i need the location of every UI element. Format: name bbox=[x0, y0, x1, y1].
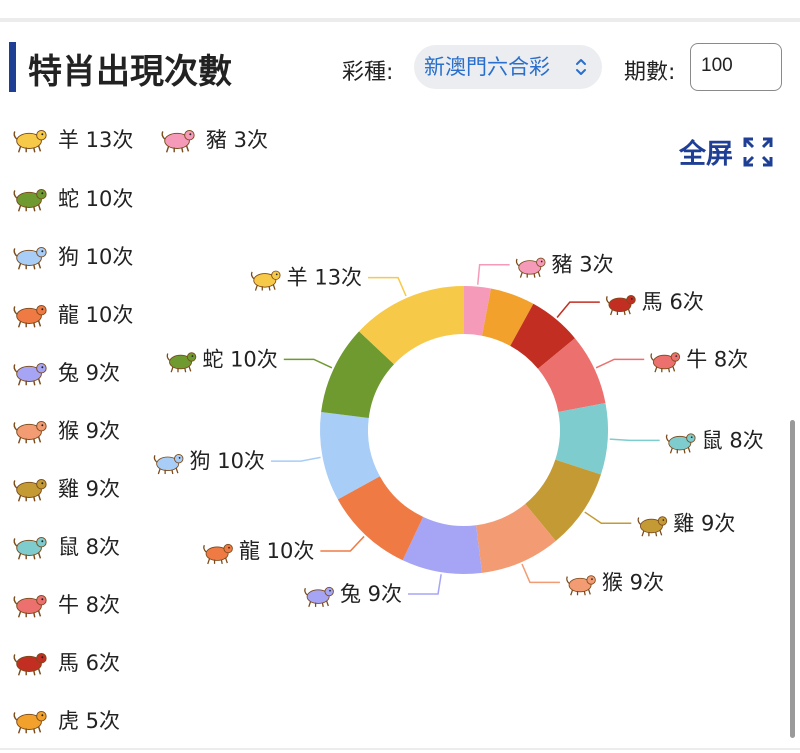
legend-item: 猴 9次 bbox=[10, 413, 120, 447]
donut-slice bbox=[476, 503, 556, 573]
legend-label: 鼠 8次 bbox=[58, 535, 121, 559]
zodiac-animal-icon bbox=[10, 471, 50, 505]
zodiac-animal-icon bbox=[203, 543, 233, 565]
label-leader-line bbox=[609, 438, 660, 442]
slice-label: 馬 6次 bbox=[642, 290, 704, 314]
legend-item: 兔 9次 bbox=[10, 355, 120, 389]
zodiac-animal-icon bbox=[158, 122, 198, 156]
legend-label: 雞 9次 bbox=[58, 477, 121, 501]
label-leader-line bbox=[368, 276, 407, 297]
slice-label: 兔 9次 bbox=[340, 582, 402, 606]
period-count-input[interactable]: 100 bbox=[690, 43, 782, 91]
legend-label: 蛇 10次 bbox=[58, 187, 134, 211]
label-leader-line bbox=[320, 535, 365, 552]
legend-item: 龍 10次 bbox=[10, 297, 133, 331]
zodiac-animal-icon bbox=[166, 352, 197, 373]
select-arrows-icon bbox=[576, 59, 586, 75]
label-leader-line bbox=[595, 358, 645, 369]
slice-label: 蛇 10次 bbox=[202, 347, 277, 371]
legend-label: 龍 10次 bbox=[58, 303, 134, 327]
zodiac-animal-icon bbox=[10, 645, 50, 679]
fullscreen-icon bbox=[743, 137, 773, 166]
legend-label: 羊 13次 bbox=[58, 128, 134, 152]
legend-label: 兔 9次 bbox=[58, 361, 121, 385]
legend-label: 馬 6次 bbox=[58, 651, 121, 675]
label-leader-line bbox=[521, 563, 560, 584]
zodiac-animal-icon bbox=[665, 433, 696, 454]
label-leader-line bbox=[270, 456, 321, 462]
scrollbar[interactable] bbox=[790, 420, 795, 738]
legend-item: 馬 6次 bbox=[10, 645, 120, 679]
slice-label: 牛 8次 bbox=[686, 347, 748, 371]
slice-label: 龍 10次 bbox=[239, 539, 314, 563]
donut-slice bbox=[402, 516, 483, 574]
period-count-label: 期數: bbox=[624, 60, 676, 85]
zodiac-animal-icon bbox=[10, 355, 50, 389]
zodiac-animal-icon bbox=[250, 270, 281, 291]
fullscreen-button[interactable]: 全屏 bbox=[679, 132, 773, 171]
donut-slice bbox=[337, 476, 424, 561]
lottery-type-select[interactable]: 新澳門六合彩 bbox=[414, 45, 602, 89]
legend-item: 鼠 8次 bbox=[10, 529, 120, 563]
label-leader-line bbox=[408, 574, 442, 595]
donut-slice bbox=[464, 286, 491, 336]
donut-slice bbox=[555, 403, 608, 475]
legend-item: 豬 3次 bbox=[158, 122, 268, 156]
legend-label: 虎 5次 bbox=[58, 709, 121, 733]
slice-label: 豬 3次 bbox=[552, 253, 614, 277]
label-leader-line bbox=[283, 358, 333, 369]
donut-slice bbox=[359, 286, 464, 365]
page-title: 特肖出現次數 bbox=[28, 52, 232, 92]
zodiac-animal-icon bbox=[650, 352, 681, 373]
zodiac-animal-icon bbox=[304, 586, 334, 608]
zodiac-animal-icon bbox=[10, 703, 50, 737]
legend-label: 猴 9次 bbox=[58, 419, 121, 443]
header: 特肖出現次數 彩種: 新澳門六合彩 期數: 100 bbox=[0, 38, 800, 96]
donut-slice bbox=[321, 331, 395, 418]
zodiac-animal-icon bbox=[10, 181, 50, 215]
slice-label: 狗 10次 bbox=[190, 449, 265, 473]
zodiac-animal-icon bbox=[10, 413, 50, 447]
slice-label: 雞 9次 bbox=[673, 511, 735, 535]
zodiac-animal-icon bbox=[515, 257, 546, 278]
legend-label: 狗 10次 bbox=[58, 245, 134, 269]
donut-slice bbox=[481, 288, 534, 346]
label-leader-line bbox=[556, 301, 600, 318]
donut-slice bbox=[320, 411, 380, 500]
legend-label: 豬 3次 bbox=[206, 128, 269, 152]
zodiac-animal-icon bbox=[10, 122, 50, 156]
legend-item: 蛇 10次 bbox=[10, 181, 133, 215]
lottery-type-label: 彩種: bbox=[342, 60, 394, 85]
bottom-divider bbox=[0, 748, 800, 750]
legend-item: 牛 8次 bbox=[10, 587, 120, 621]
label-leader-line bbox=[476, 263, 510, 285]
zodiac-animal-icon bbox=[637, 516, 668, 537]
zodiac-animal-icon bbox=[566, 575, 596, 596]
legend-item: 雞 9次 bbox=[10, 471, 120, 505]
slice-label: 猴 9次 bbox=[602, 570, 664, 594]
slice-label: 羊 13次 bbox=[287, 266, 362, 290]
top-divider bbox=[0, 18, 800, 22]
legend-item: 羊 13次 bbox=[10, 122, 133, 156]
donut-slice bbox=[510, 303, 575, 369]
donut-slice bbox=[525, 459, 601, 541]
zodiac-animal-icon bbox=[10, 529, 50, 563]
zodiac-animal-icon bbox=[606, 295, 636, 316]
zodiac-animal-icon bbox=[10, 587, 50, 621]
legend-item: 虎 5次 bbox=[10, 703, 120, 737]
zodiac-animal-icon bbox=[10, 297, 50, 331]
zodiac-animal-icon bbox=[153, 454, 184, 475]
lottery-type-value: 新澳門六合彩 bbox=[424, 55, 550, 79]
legend-label: 牛 8次 bbox=[58, 593, 121, 617]
legend-item: 狗 10次 bbox=[10, 239, 133, 273]
zodiac-animal-icon bbox=[10, 239, 50, 273]
donut-slice bbox=[537, 338, 606, 413]
title-accent-bar bbox=[9, 42, 16, 92]
label-leader-line bbox=[584, 511, 632, 525]
fullscreen-label: 全屏 bbox=[679, 139, 733, 170]
slice-label: 鼠 8次 bbox=[702, 428, 764, 452]
